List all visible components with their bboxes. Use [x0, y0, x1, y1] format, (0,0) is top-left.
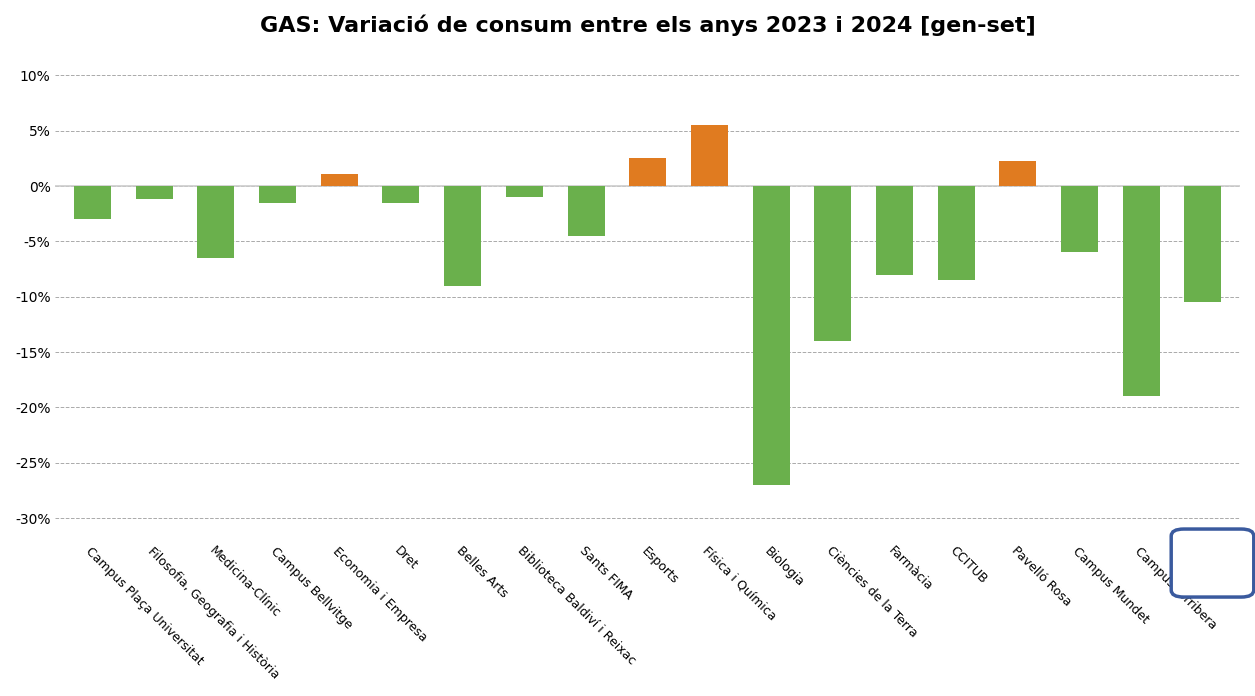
Bar — [876, 186, 914, 275]
Bar — [753, 186, 789, 485]
Bar — [1185, 186, 1221, 302]
Bar — [692, 125, 728, 186]
Bar — [259, 186, 296, 203]
Bar — [506, 186, 543, 197]
Bar — [197, 186, 235, 258]
Bar — [814, 186, 851, 341]
Bar — [136, 186, 173, 199]
Bar — [321, 174, 358, 186]
Title: GAS: Variació de consum entre els anys 2023 i 2024 [gen-set]: GAS: Variació de consum entre els anys 2… — [260, 15, 1035, 36]
Bar — [1123, 186, 1160, 396]
Bar — [567, 186, 605, 236]
Bar — [1060, 186, 1098, 253]
Bar — [999, 161, 1037, 186]
Bar — [383, 186, 419, 203]
Bar — [444, 186, 481, 285]
Bar — [74, 186, 110, 219]
Bar — [937, 186, 975, 280]
Bar — [629, 159, 666, 186]
